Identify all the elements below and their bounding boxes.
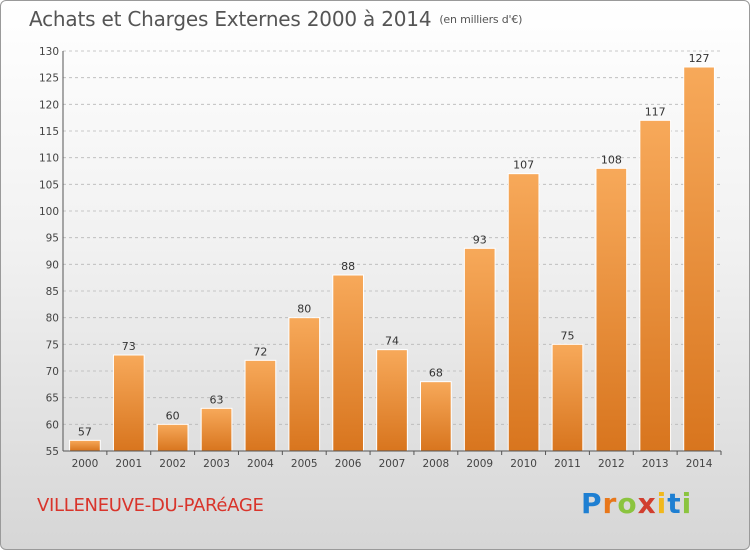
bar-value-label: 68 <box>429 367 443 380</box>
bar-value-label: 93 <box>473 233 487 246</box>
y-tick-label: 75 <box>46 339 59 351</box>
y-tick-label: 70 <box>46 366 59 378</box>
bar-value-label: 80 <box>297 303 311 316</box>
bar <box>507 173 540 452</box>
y-tick-label: 80 <box>46 313 59 325</box>
y-tick-label: 90 <box>46 259 59 271</box>
bar <box>156 423 189 452</box>
bar-layer <box>69 66 715 452</box>
x-tick-label: 2008 <box>422 458 449 470</box>
bar <box>595 167 628 452</box>
bar <box>200 407 233 452</box>
bar <box>244 359 277 452</box>
x-tick-label: 2010 <box>510 458 537 470</box>
place-name: VILLENEUVE-DU-PARéAGE <box>37 495 264 516</box>
chart-subtitle: (en milliers d'€) <box>439 13 523 26</box>
y-tick-label: 120 <box>39 99 59 111</box>
bar <box>69 439 101 452</box>
bar-value-label: 72 <box>253 345 267 358</box>
y-tick-label: 85 <box>46 286 59 298</box>
bar <box>683 66 715 452</box>
proxiti-logo[interactable]: Proxiti <box>581 487 692 520</box>
bar <box>376 349 408 452</box>
chart-title: Achats et Charges Externes 2000 à 2014 (e… <box>29 7 522 31</box>
y-tick-label: 100 <box>39 206 59 218</box>
y-tick-label: 115 <box>39 126 59 138</box>
bar <box>112 354 145 452</box>
y-tick-label: 130 <box>39 46 59 58</box>
x-tick-label: 2011 <box>554 458 581 470</box>
y-tick-label: 60 <box>46 419 59 431</box>
y-tick-label: 105 <box>39 179 59 191</box>
bar <box>463 247 496 452</box>
bar-value-label: 60 <box>166 409 180 422</box>
x-tick-label: 2005 <box>291 458 318 470</box>
bar-value-label: 108 <box>601 153 622 166</box>
axis-layer: 55 60 65 70 75 80 85 90 95 100 105 110 115 120 125 130 5… <box>39 46 722 470</box>
x-tick-label: 2013 <box>642 458 669 470</box>
bar <box>332 274 364 452</box>
x-tick-label: 2014 <box>686 458 713 470</box>
bar-value-label: 74 <box>385 335 399 348</box>
y-tick-label: 55 <box>46 446 59 458</box>
bar-value-label: 63 <box>210 393 224 406</box>
bar-value-label: 75 <box>560 329 574 342</box>
y-tick-label: 95 <box>46 233 59 245</box>
x-tick-label: 2012 <box>598 458 625 470</box>
y-tick-label: 65 <box>46 393 59 405</box>
logo-letter: r <box>602 487 618 520</box>
y-tick-label: 110 <box>39 153 59 165</box>
x-tick-label: 2002 <box>159 458 186 470</box>
bar <box>288 317 321 452</box>
x-tick-label: 2003 <box>203 458 230 470</box>
x-tick-label: 2001 <box>115 458 142 470</box>
x-tick-label: 2006 <box>335 458 362 470</box>
logo-letter: x <box>637 487 657 520</box>
bar <box>420 381 452 452</box>
bar-value-label: 117 <box>645 105 666 118</box>
logo-letter: i <box>681 487 693 520</box>
x-tick-label: 2009 <box>466 458 493 470</box>
bar-value-label: 73 <box>122 340 136 353</box>
bar-value-label: 127 <box>689 52 710 65</box>
bar-value-label: 107 <box>513 159 534 172</box>
bar <box>639 119 672 452</box>
logo-letter: t <box>667 487 682 520</box>
x-tick-label: 2004 <box>247 458 274 470</box>
bar <box>551 343 584 452</box>
chart-title-text: Achats et Charges Externes 2000 à 2014 <box>29 7 432 31</box>
bar-value-label: 57 <box>78 425 92 438</box>
logo-letter: o <box>617 487 638 520</box>
x-tick-label: 2000 <box>72 458 99 470</box>
bar-value-label: 88 <box>341 260 355 273</box>
logo-letter: P <box>581 487 603 520</box>
x-tick-label: 2007 <box>379 458 406 470</box>
logo-letter: i <box>656 487 668 520</box>
y-tick-label: 125 <box>39 73 59 85</box>
